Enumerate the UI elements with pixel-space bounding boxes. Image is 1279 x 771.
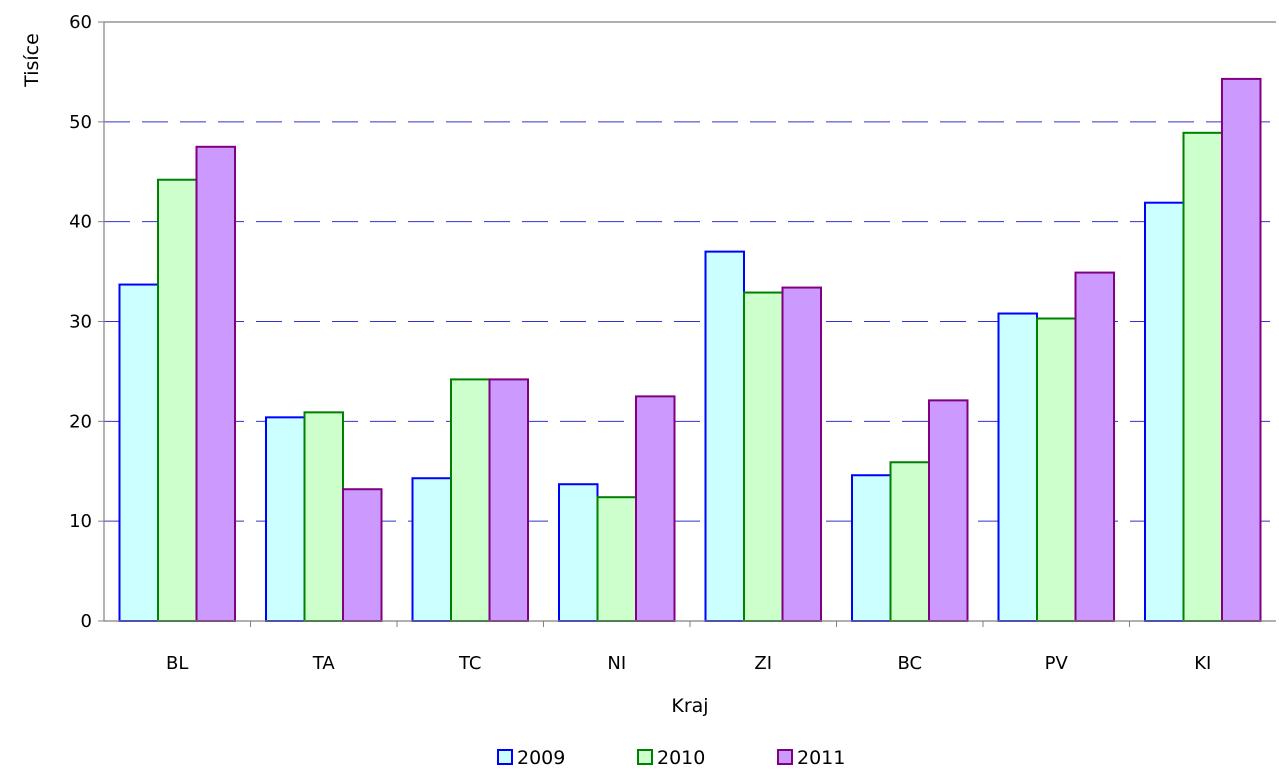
y-axis-title: Tisíce [21,33,43,88]
bar-2010-BL [157,178,198,622]
legend: 2009 2010 2011 [497,747,845,769]
x-tick-labels: BL TA TC NI ZI BC PV KI [166,653,1211,674]
legend-swatch-2010 [637,749,653,765]
bar-2010-BC [889,461,930,623]
x-tick-label: BC [897,653,922,674]
bar-2011-BC [928,399,969,623]
y-tick-labels: 0 10 20 30 40 50 60 [69,12,92,632]
bars [118,77,1262,623]
bar-2011-TC [488,378,529,622]
bar-2009-TC [411,477,452,623]
legend-label-2009: 2009 [517,747,565,769]
bar-2009-BL [118,283,159,622]
x-tick-label: TA [312,653,336,674]
x-tick-label: ZI [754,653,772,674]
bar-2009-PV [997,312,1038,622]
bar-2010-TC [450,378,491,622]
bar-2010-PV [1036,317,1077,622]
y-tick-label: 30 [69,312,92,333]
legend-label-2010: 2010 [657,747,705,769]
bar-2009-BC [851,474,892,623]
legend-label-2011: 2011 [797,747,845,769]
legend-swatch-2009 [497,749,513,765]
x-tick-label: PV [1045,653,1069,674]
axes [98,21,1276,627]
y-tick-label: 10 [69,511,92,532]
x-tick-label: TC [458,653,482,674]
bar-2011-NI [635,395,676,622]
bar-2011-TA [342,488,383,622]
x-tick-label: NI [607,653,626,674]
x-tick-label: BL [166,653,188,674]
bar-2011-KI [1221,77,1262,622]
bar-2010-KI [1182,131,1223,622]
bar-2010-TA [303,411,344,622]
bar-2010-NI [596,496,637,622]
bar-2011-PV [1074,271,1115,622]
bar-2009-NI [558,483,599,622]
bar-2009-KI [1144,201,1185,622]
bar-2011-ZI [781,286,822,622]
y-tick-label: 60 [69,12,92,33]
y-tick-label: 0 [81,611,92,632]
bar-2009-TA [265,416,306,622]
x-axis-title: Kraj [671,695,708,717]
y-tick-label: 20 [69,411,92,432]
y-tick-label: 40 [69,212,92,233]
bar-2010-ZI [743,291,784,622]
bar-2011-BL [195,145,236,623]
x-tick-label: KI [1194,653,1211,674]
legend-swatch-2011 [777,749,793,765]
bar-2009-ZI [704,250,745,622]
y-tick-label: 50 [69,112,92,133]
